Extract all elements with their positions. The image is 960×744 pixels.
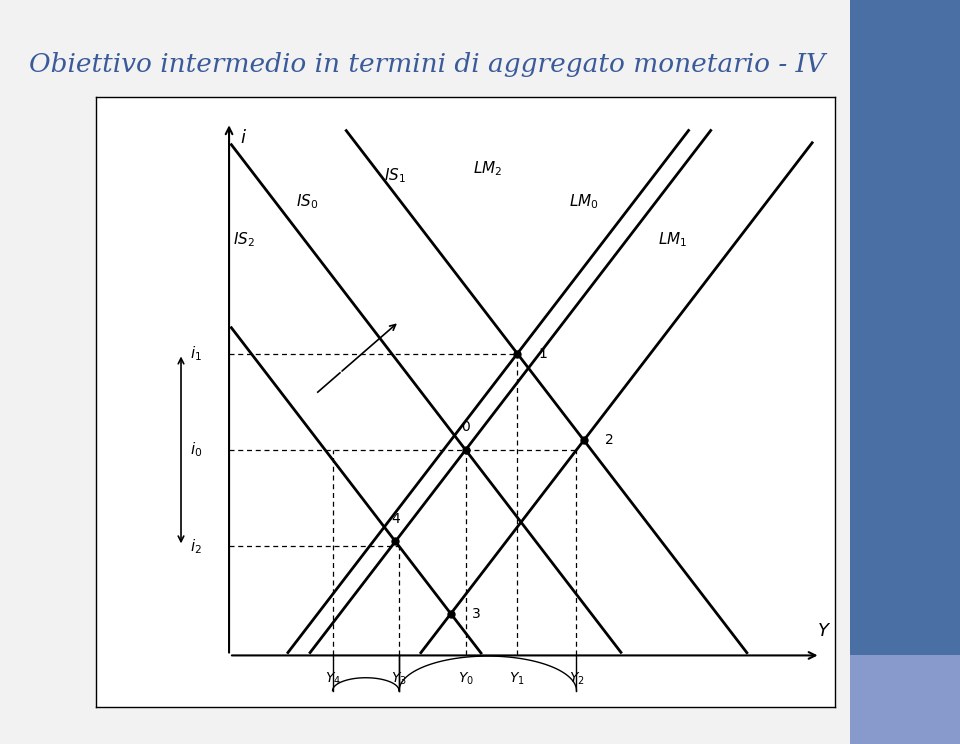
Text: $IS_2$: $IS_2$ (232, 231, 254, 249)
Text: $LM_0$: $LM_0$ (569, 192, 599, 211)
Text: 0: 0 (461, 420, 470, 434)
Text: $Y_4$: $Y_4$ (324, 670, 341, 687)
Text: $i$: $i$ (240, 129, 247, 147)
Text: Obiettivo intermedio in termini di aggregato monetario - IV: Obiettivo intermedio in termini di aggre… (29, 52, 825, 77)
Text: $i_0$: $i_0$ (190, 440, 202, 459)
Text: $LM_1$: $LM_1$ (658, 231, 687, 249)
Text: 1: 1 (538, 347, 547, 361)
Text: 4: 4 (391, 513, 399, 527)
Text: $Y_3$: $Y_3$ (391, 670, 407, 687)
Text: $Y_2$: $Y_2$ (568, 670, 585, 687)
Text: $IS_0$: $IS_0$ (296, 192, 318, 211)
Text: $LM_2$: $LM_2$ (473, 160, 502, 179)
Text: 2: 2 (605, 433, 613, 447)
Text: $IS_1$: $IS_1$ (384, 166, 406, 185)
Text: $i_1$: $i_1$ (190, 344, 202, 363)
Text: $Y_0$: $Y_0$ (458, 670, 473, 687)
Text: $i_2$: $i_2$ (190, 537, 202, 556)
Text: $Y$: $Y$ (817, 622, 831, 640)
Text: $Y_1$: $Y_1$ (510, 670, 525, 687)
Text: 3: 3 (471, 606, 480, 620)
